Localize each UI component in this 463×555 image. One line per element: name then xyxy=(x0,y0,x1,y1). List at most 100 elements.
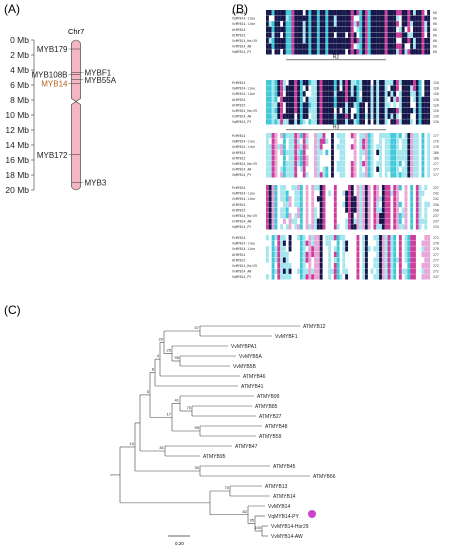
residue-cell xyxy=(302,246,306,252)
residue-cell xyxy=(339,235,343,241)
residue-cell xyxy=(393,274,397,280)
residue-cell xyxy=(364,213,368,219)
residue-cell xyxy=(311,15,315,21)
residue-cell xyxy=(282,185,286,191)
residue-cell xyxy=(350,21,354,27)
residue-cell xyxy=(299,96,303,103)
residue-cell xyxy=(410,43,414,49)
scale-tick-label: 14 Mb xyxy=(5,140,29,150)
residue-cell xyxy=(401,15,405,21)
residue-cell xyxy=(345,190,349,196)
residue-cell xyxy=(302,38,306,44)
residue-cell xyxy=(427,91,431,97)
residue-cell xyxy=(280,149,284,156)
residue-cell xyxy=(364,91,368,97)
residue-cell xyxy=(359,155,363,161)
residue-cell xyxy=(373,119,377,125)
residue-cell xyxy=(407,172,411,178)
residue-cell xyxy=(396,166,399,172)
residue-cell xyxy=(280,80,284,86)
residue-cell xyxy=(410,218,414,224)
sequence-position: 270 xyxy=(433,247,439,251)
residue-cell xyxy=(342,80,346,86)
residue-cell xyxy=(297,268,300,274)
sequence-position: 120 xyxy=(433,109,439,113)
residue-cell xyxy=(282,49,286,55)
residue-cell xyxy=(384,251,388,258)
residue-cell xyxy=(319,80,323,86)
residue-cell xyxy=(274,235,278,241)
residue-cell xyxy=(342,21,346,27)
residue-cell xyxy=(336,10,340,16)
residue-cell xyxy=(316,274,320,280)
residue-cell xyxy=(314,161,317,167)
residue-cell xyxy=(271,155,275,161)
residue-cell xyxy=(384,15,388,21)
residue-cell xyxy=(396,196,399,202)
residue-cell xyxy=(288,240,292,246)
residue-cell xyxy=(311,240,315,246)
residue-cell xyxy=(314,218,317,224)
residue-cell xyxy=(418,15,422,21)
residue-cell xyxy=(356,207,360,213)
residue-cell xyxy=(367,224,371,230)
residue-cell xyxy=(322,218,326,224)
residue-cell xyxy=(396,113,399,119)
residue-cell xyxy=(294,213,298,219)
residue-cell xyxy=(316,38,320,44)
residue-cell xyxy=(274,10,278,16)
residue-cell xyxy=(384,246,388,252)
residue-cell xyxy=(413,138,416,144)
residue-cell xyxy=(339,96,343,103)
residue-cell xyxy=(427,80,431,86)
residue-cell xyxy=(268,80,272,86)
sequence-name: AtMYB15 xyxy=(232,33,246,37)
residue-cell xyxy=(390,172,394,178)
residue-cell xyxy=(339,119,343,125)
residue-cell xyxy=(396,213,399,219)
residue-cell xyxy=(342,172,346,178)
residue-cell xyxy=(401,49,405,55)
residue-cell xyxy=(421,149,425,156)
residue-cell xyxy=(415,32,419,38)
residue-cell xyxy=(299,32,303,38)
residue-cell xyxy=(364,49,368,55)
residue-cell xyxy=(288,274,292,280)
residue-cell xyxy=(404,246,408,252)
residue-cell xyxy=(362,218,366,224)
residue-cell xyxy=(384,38,388,44)
residue-cell xyxy=(376,43,380,49)
tree-leaf-label: VvMYBF1 xyxy=(275,334,298,340)
residue-cell xyxy=(359,26,363,33)
residue-cell xyxy=(353,144,357,150)
residue-cell xyxy=(407,257,411,263)
residue-cell xyxy=(381,102,385,108)
residue-cell xyxy=(336,166,340,172)
residue-cell xyxy=(421,133,425,139)
residue-cell xyxy=(413,96,416,103)
residue-cell xyxy=(316,218,320,224)
sequence-name: VqMYB14_PY xyxy=(232,173,251,177)
residue-cell xyxy=(297,15,300,21)
residue-cell xyxy=(277,91,281,97)
residue-cell xyxy=(285,274,289,280)
residue-cell xyxy=(350,15,354,21)
residue-cell xyxy=(376,102,380,108)
residue-cell xyxy=(268,172,272,178)
residue-cell xyxy=(424,21,428,27)
residue-cell xyxy=(285,207,289,213)
residue-cell xyxy=(316,80,320,86)
scale-tick-label: 12 Mb xyxy=(5,125,29,135)
residue-cell xyxy=(384,201,388,208)
residue-cell xyxy=(274,91,278,97)
residue-cell xyxy=(393,10,397,16)
residue-cell xyxy=(407,32,411,38)
sequence-name: VaMYB14-like xyxy=(232,140,255,144)
residue-cell xyxy=(415,138,419,144)
residue-cell xyxy=(266,235,269,241)
residue-cell xyxy=(266,10,269,16)
residue-cell xyxy=(398,91,402,97)
residue-cell xyxy=(421,102,425,108)
residue-cell xyxy=(319,235,323,241)
